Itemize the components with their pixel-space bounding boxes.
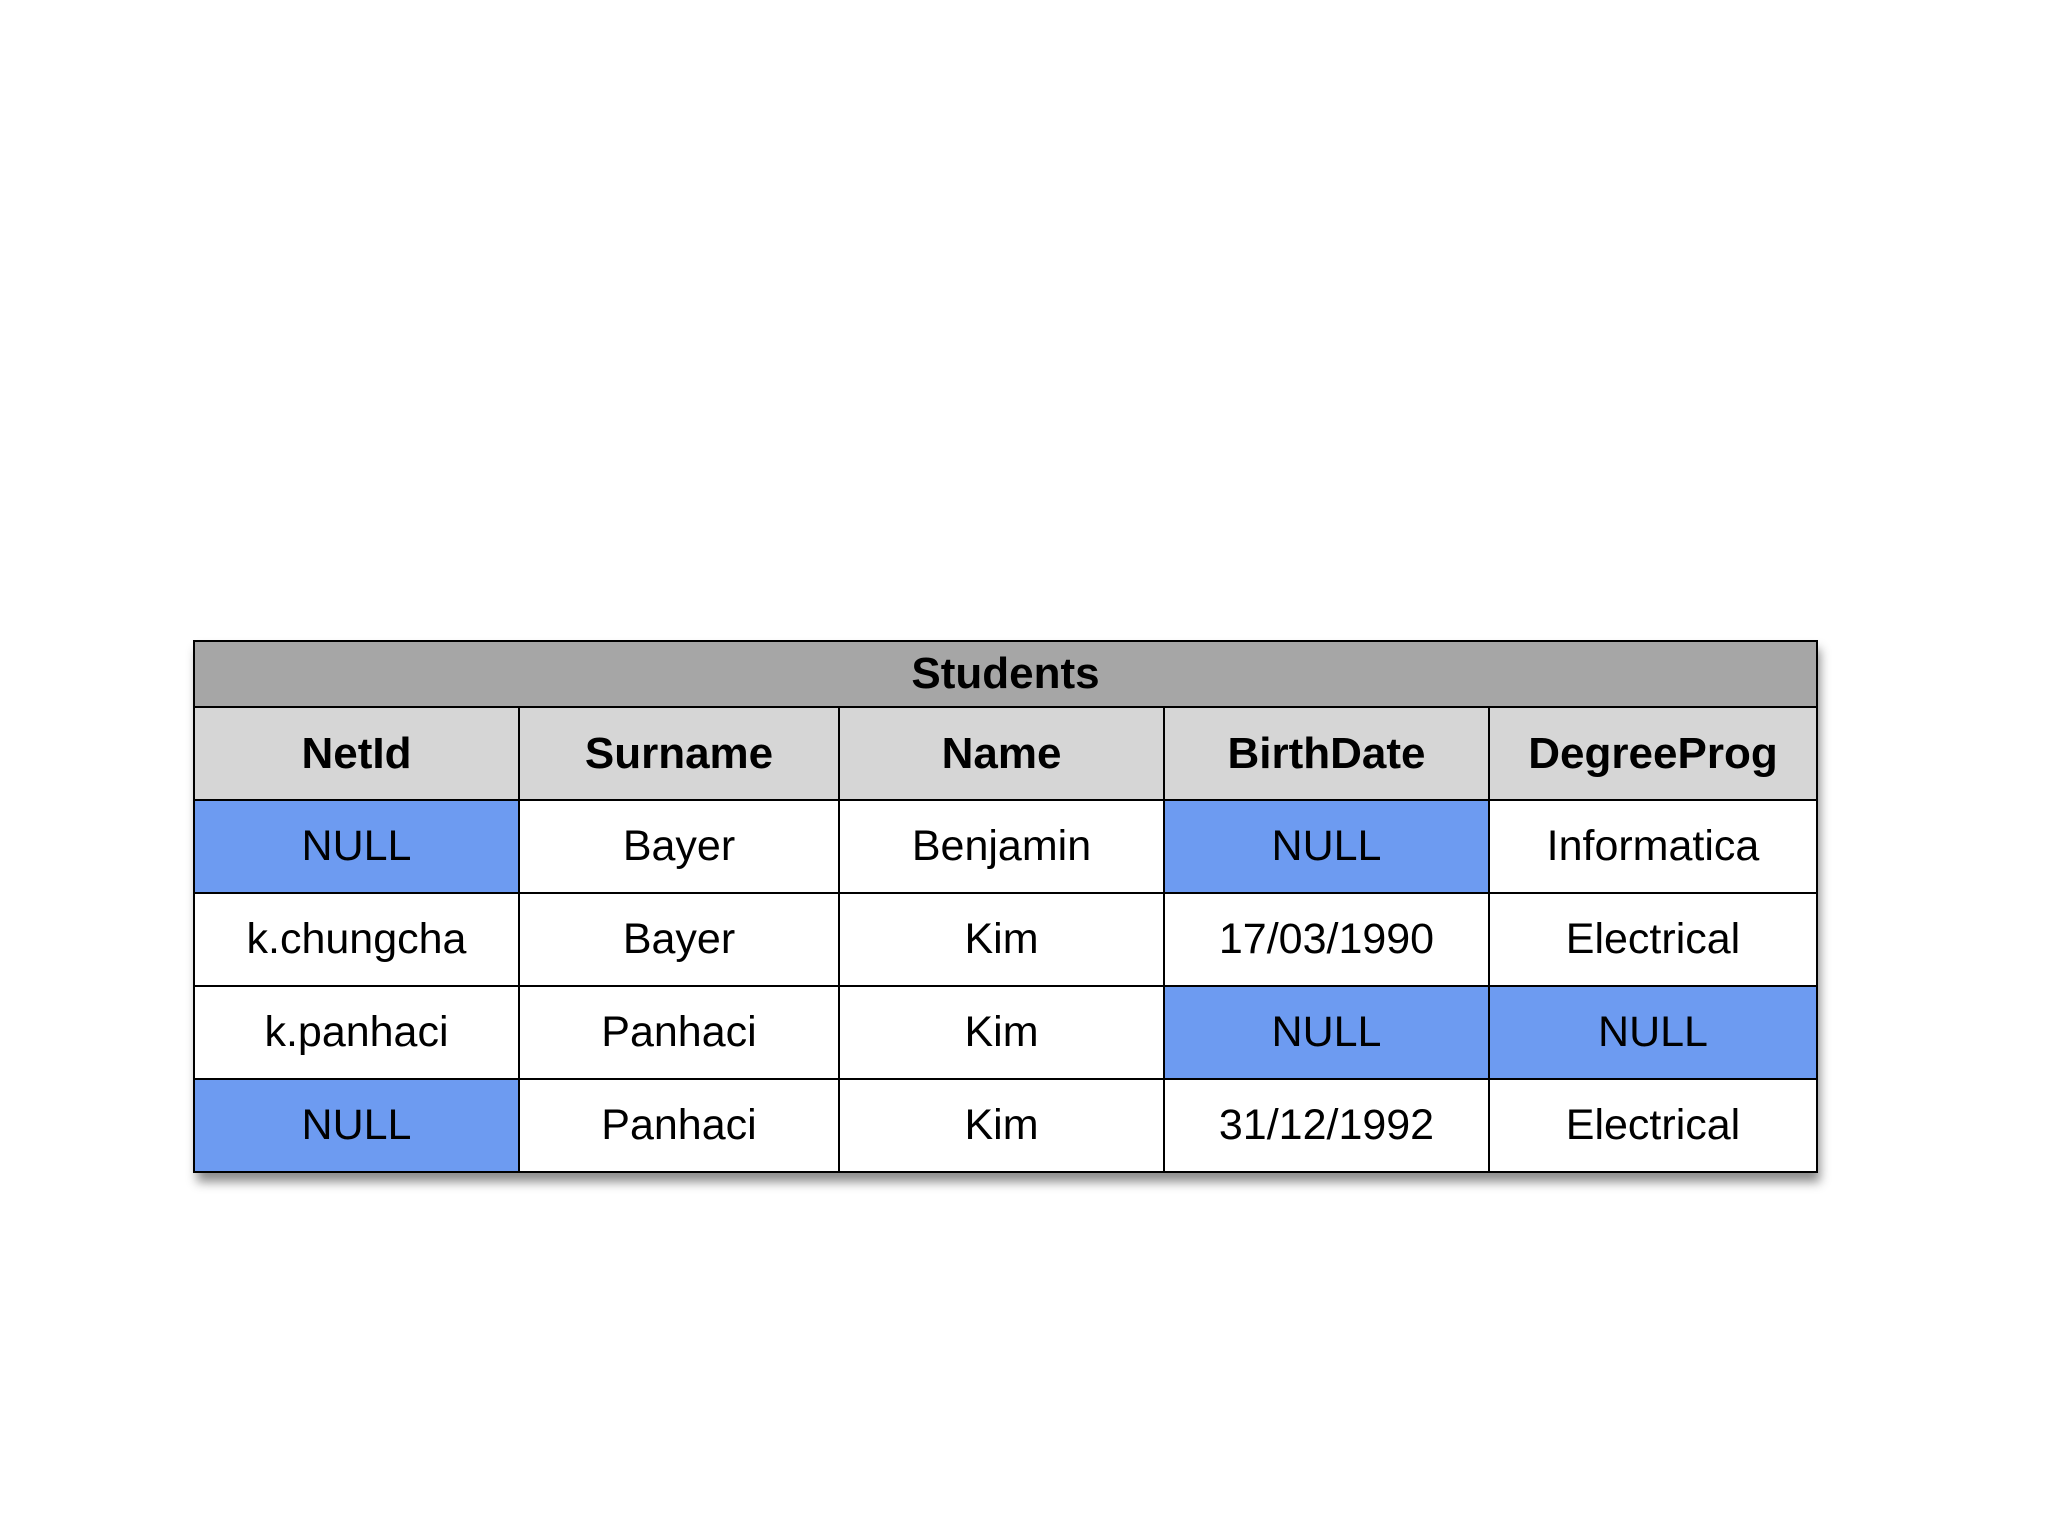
- table-cell: Panhaci: [518, 985, 840, 1080]
- table-cell: NULL: [193, 799, 520, 894]
- column-header-name: Name: [838, 706, 1165, 801]
- table-cell: Kim: [838, 892, 1165, 987]
- table-cell: Kim: [838, 985, 1165, 1080]
- table-cell: Panhaci: [518, 1078, 840, 1173]
- column-header-surname: Surname: [518, 706, 840, 801]
- table-row: k.chungcha Bayer Kim 17/03/1990 Electric…: [193, 892, 1818, 987]
- table-cell: NULL: [1488, 985, 1818, 1080]
- table-cell: Bayer: [518, 799, 840, 894]
- table-header-row: NetId Surname Name BirthDate DegreeProg: [193, 706, 1818, 801]
- table-title: Students: [193, 640, 1818, 708]
- table-cell: 17/03/1990: [1163, 892, 1490, 987]
- column-header-birthdate: BirthDate: [1163, 706, 1490, 801]
- column-header-netid: NetId: [193, 706, 520, 801]
- table-cell: Electrical: [1488, 1078, 1818, 1173]
- table-cell: Kim: [838, 1078, 1165, 1173]
- table-cell: NULL: [193, 1078, 520, 1173]
- table-cell: NULL: [1163, 985, 1490, 1080]
- table-cell: Informatica: [1488, 799, 1818, 894]
- table-cell: NULL: [1163, 799, 1490, 894]
- table-cell: k.chungcha: [193, 892, 520, 987]
- table-row: k.panhaci Panhaci Kim NULL NULL: [193, 985, 1818, 1080]
- table-cell: k.panhaci: [193, 985, 520, 1080]
- table-row: NULL Bayer Benjamin NULL Informatica: [193, 799, 1818, 894]
- table-title-row: Students: [193, 640, 1818, 708]
- table-cell: Benjamin: [838, 799, 1165, 894]
- students-table-container: Students NetId Surname Name BirthDate De…: [193, 640, 1818, 1173]
- students-table: Students NetId Surname Name BirthDate De…: [193, 640, 1818, 1173]
- column-header-degreeprog: DegreeProg: [1488, 706, 1818, 801]
- table-cell: 31/12/1992: [1163, 1078, 1490, 1173]
- table-row: NULL Panhaci Kim 31/12/1992 Electrical: [193, 1078, 1818, 1173]
- table-cell: Electrical: [1488, 892, 1818, 987]
- table-cell: Bayer: [518, 892, 840, 987]
